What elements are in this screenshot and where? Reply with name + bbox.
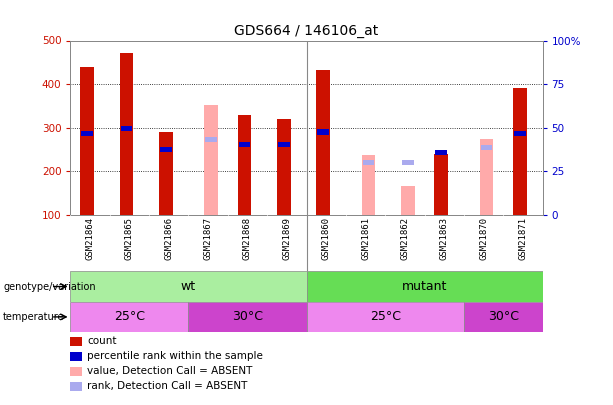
- Text: GSM21862: GSM21862: [400, 217, 409, 260]
- Bar: [306, 302, 464, 332]
- Bar: [318, 129, 329, 134]
- Text: percentile rank within the sample: percentile rank within the sample: [87, 351, 263, 361]
- Bar: [481, 145, 492, 150]
- Text: GSM21870: GSM21870: [479, 217, 488, 260]
- Bar: [70, 302, 189, 332]
- Bar: [238, 115, 251, 215]
- Bar: [401, 186, 414, 215]
- Bar: [402, 160, 414, 165]
- Text: mutant: mutant: [402, 280, 447, 293]
- Text: GSM21871: GSM21871: [519, 217, 527, 260]
- Text: GSM21865: GSM21865: [125, 217, 134, 260]
- Bar: [513, 88, 527, 215]
- Text: count: count: [87, 336, 116, 346]
- Text: 30°C: 30°C: [488, 310, 519, 324]
- Bar: [80, 68, 94, 215]
- Text: value, Detection Call = ABSENT: value, Detection Call = ABSENT: [87, 367, 253, 376]
- Text: GSM21863: GSM21863: [440, 217, 449, 260]
- Bar: [70, 367, 82, 376]
- Text: 25°C: 25°C: [370, 310, 401, 324]
- Bar: [70, 271, 306, 302]
- Bar: [277, 119, 291, 215]
- Bar: [238, 141, 250, 147]
- Bar: [120, 53, 134, 215]
- Bar: [316, 70, 330, 215]
- Bar: [278, 141, 290, 147]
- Text: GSM21860: GSM21860: [322, 217, 330, 260]
- Bar: [435, 153, 448, 215]
- Bar: [514, 131, 526, 136]
- Bar: [70, 337, 82, 346]
- Bar: [160, 147, 172, 152]
- Text: GSM21866: GSM21866: [164, 217, 173, 260]
- Title: GDS664 / 146106_at: GDS664 / 146106_at: [234, 24, 379, 38]
- Text: GSM21861: GSM21861: [361, 217, 370, 260]
- Bar: [204, 104, 218, 215]
- Text: 25°C: 25°C: [114, 310, 145, 324]
- Bar: [70, 382, 82, 391]
- Text: temperature: temperature: [3, 312, 64, 322]
- Bar: [159, 132, 173, 215]
- Text: GSM21864: GSM21864: [86, 217, 94, 260]
- Bar: [363, 160, 375, 165]
- Bar: [464, 302, 543, 332]
- Text: GSM21869: GSM21869: [283, 217, 291, 260]
- Bar: [435, 150, 447, 156]
- Bar: [189, 302, 306, 332]
- Bar: [121, 126, 132, 132]
- Text: rank, Detection Call = ABSENT: rank, Detection Call = ABSENT: [87, 382, 248, 392]
- Text: wt: wt: [181, 280, 196, 293]
- Text: genotype/variation: genotype/variation: [3, 281, 96, 292]
- Bar: [82, 131, 93, 136]
- Bar: [479, 139, 493, 215]
- Bar: [70, 352, 82, 361]
- Text: GSM21868: GSM21868: [243, 217, 252, 260]
- Text: GSM21867: GSM21867: [204, 217, 213, 260]
- Bar: [306, 271, 543, 302]
- Bar: [205, 137, 217, 143]
- Bar: [362, 155, 375, 215]
- Text: 30°C: 30°C: [232, 310, 263, 324]
